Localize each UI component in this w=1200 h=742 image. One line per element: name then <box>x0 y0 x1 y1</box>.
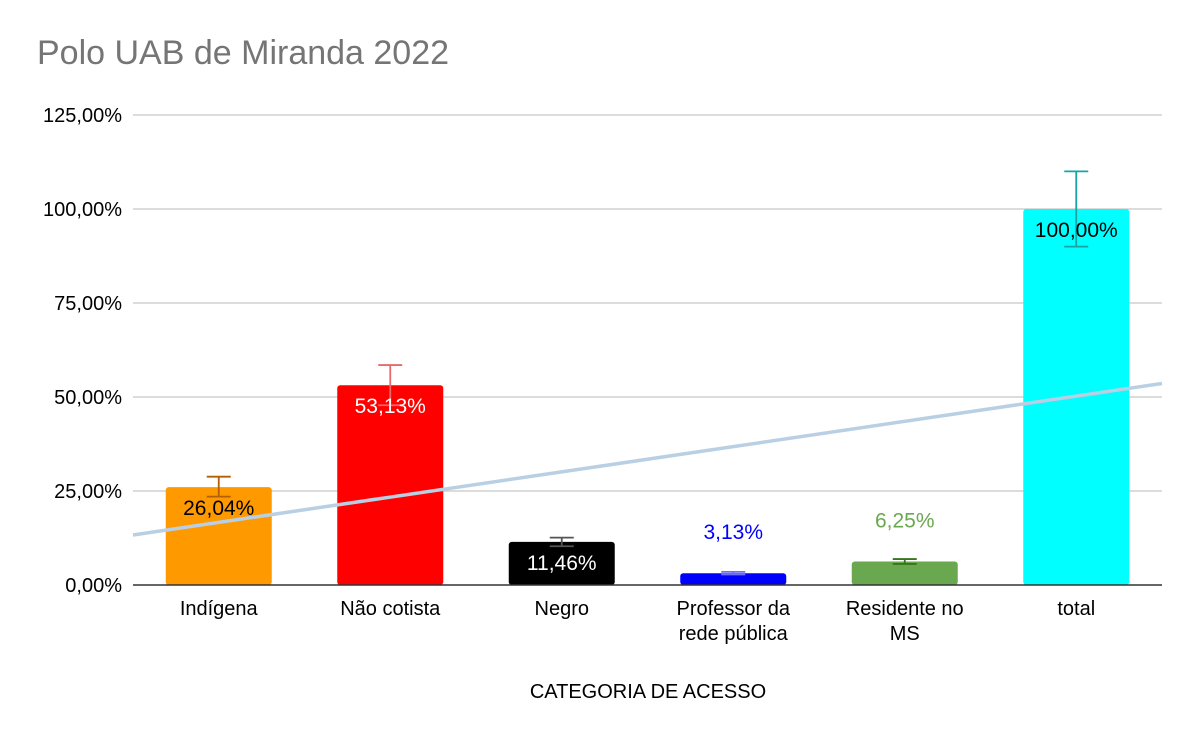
y-tick-label: 100,00% <box>43 199 122 221</box>
x-category-label: Não cotista <box>340 598 441 620</box>
bar <box>680 573 787 585</box>
y-tick-label: 0,00% <box>65 575 122 597</box>
x-category-label: Indígena <box>180 598 259 620</box>
data-label: 11,46% <box>527 552 597 575</box>
bar <box>337 385 444 585</box>
data-label: 6,25% <box>875 510 935 533</box>
data-label: 26,04% <box>183 497 254 520</box>
y-tick-label: 75,00% <box>54 293 122 315</box>
data-label: 100,00% <box>1035 219 1118 242</box>
x-category-label: Negro <box>535 598 589 620</box>
bar <box>508 541 615 585</box>
bar <box>165 487 272 585</box>
data-label: 53,13% <box>355 395 426 418</box>
y-tick-label: 25,00% <box>54 481 122 503</box>
x-category-label: Professor da <box>677 598 791 620</box>
x-category-label: MS <box>890 623 920 645</box>
chart-title: Polo UAB de Miranda 2022 <box>37 34 450 72</box>
x-category-label: total <box>1057 598 1095 620</box>
data-label: 3,13% <box>703 521 763 544</box>
y-tick-label: 50,00% <box>54 387 122 409</box>
bar <box>851 561 958 585</box>
x-category-label: Residente no <box>846 598 964 620</box>
y-tick-label: 125,00% <box>43 105 122 127</box>
trendline <box>132 381 1163 537</box>
x-axis-title: CATEGORIA DE ACESSO <box>529 681 767 703</box>
x-category-label: rede pública <box>679 623 789 645</box>
